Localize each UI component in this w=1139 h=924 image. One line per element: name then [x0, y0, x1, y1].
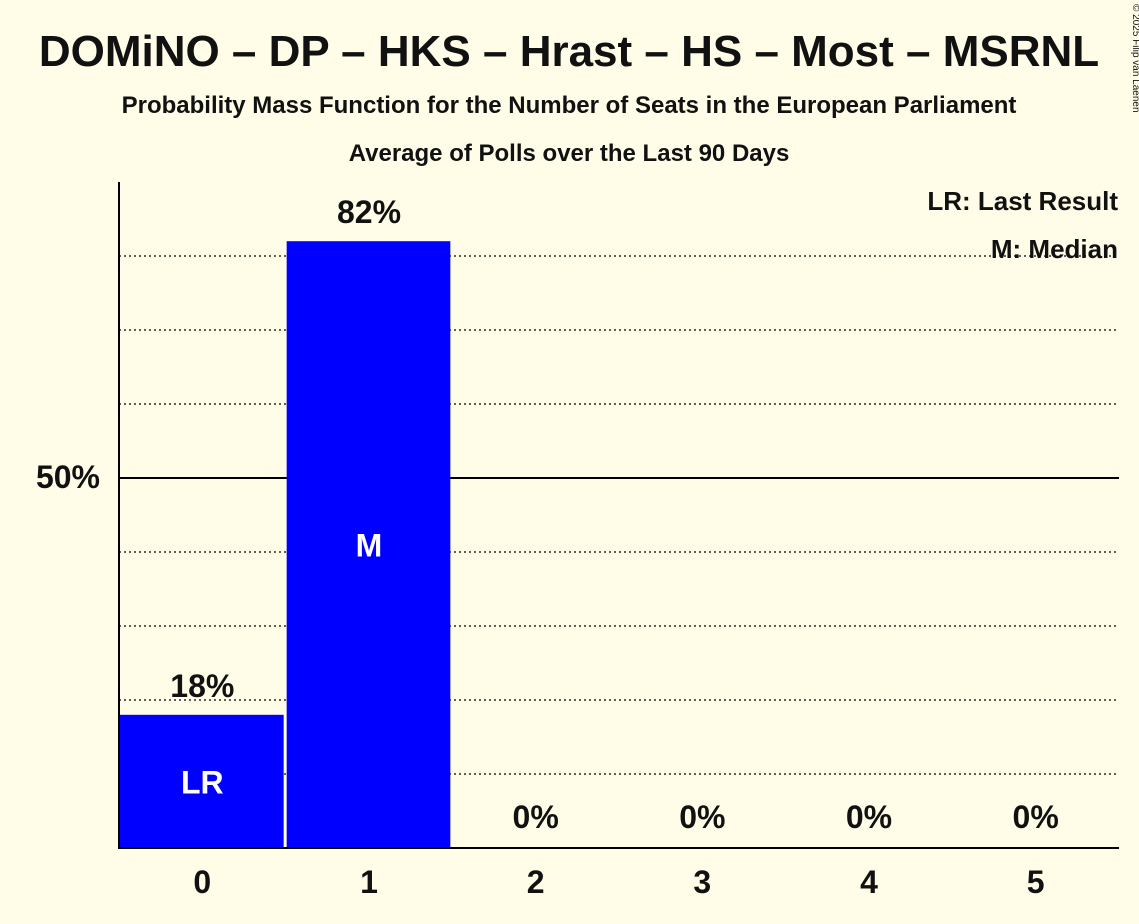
x-tick-label-1: 1 — [360, 864, 378, 900]
value-label-3: 0% — [679, 799, 725, 835]
bar-mark-M: M — [356, 528, 383, 564]
value-label-4: 0% — [846, 799, 892, 835]
value-label-2: 0% — [513, 799, 559, 835]
x-tick-labels: 0 1 2 3 4 5 — [193, 864, 1044, 900]
value-label-0: 18% — [170, 668, 234, 704]
bar-labels: 18% LR 82% M 0% 0% 0% 0% — [170, 194, 1058, 835]
value-label-1: 82% — [337, 194, 401, 230]
bar-1 — [286, 241, 451, 848]
x-tick-label-3: 3 — [693, 864, 711, 900]
bar-0 — [120, 714, 284, 848]
chart-subtitle: Probability Mass Function for the Number… — [122, 92, 1017, 119]
chart-subtitle-2: Average of Polls over the Last 90 Days — [349, 140, 790, 167]
chart-title: DOMiNO – DP – HKS – Hrast – HS – Most – … — [39, 27, 1099, 76]
x-tick-label-5: 5 — [1027, 864, 1045, 900]
gridlines — [119, 255, 1119, 775]
copyright-note: © 2025 Filip van Laenen — [1130, 4, 1139, 113]
x-tick-label-0: 0 — [193, 864, 211, 900]
legend-item-median: M: Median — [991, 234, 1118, 264]
bar-mark-LR: LR — [181, 764, 224, 800]
bars — [120, 241, 451, 848]
axes — [118, 182, 1119, 849]
legend-item-last-result: LR: Last Result — [927, 186, 1118, 216]
x-tick-label-4: 4 — [860, 864, 878, 900]
x-tick-label-2: 2 — [527, 864, 545, 900]
legend: LR: Last Result M: Median — [927, 186, 1118, 264]
y-tick-label-50: 50% — [36, 459, 100, 495]
value-label-5: 0% — [1013, 799, 1059, 835]
